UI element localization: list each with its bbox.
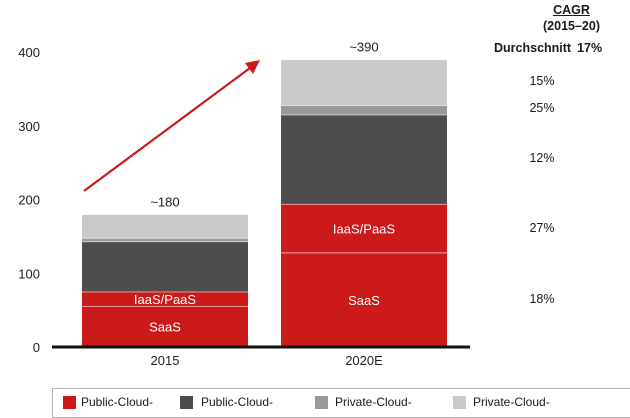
bar-segment-2015-1 xyxy=(82,291,248,307)
cagr-value-saas: 18% xyxy=(529,292,555,306)
cagr-period: (2015–20) xyxy=(543,19,600,33)
y-tick-label-300: 300 xyxy=(18,119,40,134)
y-tick-label-400: 400 xyxy=(18,45,40,60)
legend-swatch-private-light xyxy=(453,396,466,409)
bar-inner-label-2020E-0: SaaS xyxy=(348,293,380,308)
y-tick-label-200: 200 xyxy=(18,193,40,208)
cagr-average-row: Durchschnitt 17% xyxy=(494,41,602,55)
bar-total-label-2020E: ~390 xyxy=(349,39,378,54)
growth-arrow-head xyxy=(245,60,260,74)
bar-segment-2020E-1 xyxy=(281,203,447,253)
cagr-average-label: Durchschnitt xyxy=(494,41,572,55)
bar-segment-2015-0 xyxy=(82,306,248,347)
legend-swatch-private-mid xyxy=(315,396,328,409)
legend-label-public-red: Public-Cloud- xyxy=(81,395,154,409)
legend-label-public-dark: Public-Cloud- xyxy=(201,395,274,409)
bar-segment-2015-2 xyxy=(82,241,248,292)
cagr-value-private-light: 15% xyxy=(529,74,555,88)
cagr-value-iaas-paas: 27% xyxy=(529,221,555,235)
y-tick-label-0: 0 xyxy=(33,340,40,355)
bar-inner-label-2015-1: IaaS/PaaS xyxy=(134,292,196,307)
legend: Public-Cloud- Public-Cloud- Private-Clou… xyxy=(52,388,630,418)
bar-total-label-2015: ~180 xyxy=(150,194,179,209)
y-tick-label-100: 100 xyxy=(18,266,40,281)
bar-segment-2020E-4 xyxy=(281,59,447,106)
x-tick-label-2015: 2015 xyxy=(151,353,180,368)
cagr-value-public-dark: 12% xyxy=(529,151,555,165)
bar-segment-2020E-3 xyxy=(281,105,447,115)
growth-arrow-line xyxy=(83,67,251,192)
bar-segment-2015-4 xyxy=(82,214,248,238)
cagr-value-private-dark: 25% xyxy=(529,101,555,115)
legend-swatch-public-dark xyxy=(180,396,193,409)
bar-segment-2015-3 xyxy=(82,237,248,242)
x-tick-label-2020E: 2020E xyxy=(345,353,383,368)
cagr-header: CAGR (2015–20) xyxy=(543,2,600,34)
legend-label-private-mid: Private-Cloud- xyxy=(335,395,412,409)
bar-segment-2020E-0 xyxy=(281,252,447,347)
legend-swatch-public-red xyxy=(63,396,76,409)
cagr-average-value: 17% xyxy=(577,41,603,55)
cagr-title: CAGR xyxy=(553,3,590,17)
bar-inner-label-2020E-1: IaaS/PaaS xyxy=(333,221,395,236)
bar-inner-label-2015-0: SaaS xyxy=(149,320,181,335)
legend-label-private-light: Private-Cloud- xyxy=(473,395,550,409)
bar-segment-2020E-2 xyxy=(281,114,447,204)
